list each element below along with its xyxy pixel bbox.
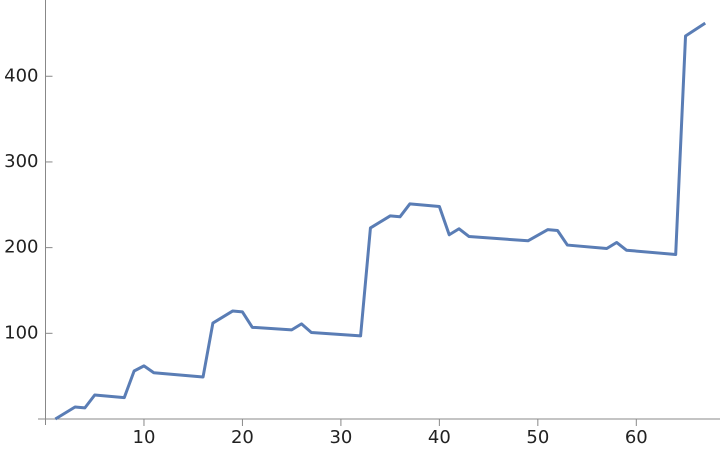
x-tick-label: 60 [625, 427, 648, 448]
x-tick-label: 20 [231, 427, 254, 448]
data-line [54, 21, 707, 421]
x-tick-label: 10 [133, 427, 156, 448]
x-tick-label: 50 [526, 427, 549, 448]
x-tick-label: 30 [329, 427, 352, 448]
y-tick-label: 300 [4, 151, 38, 172]
y-tick-label: 400 [4, 65, 38, 86]
y-tick-label: 200 [4, 237, 38, 258]
y-tick-label: 100 [4, 322, 38, 343]
x-tick-label: 40 [428, 427, 451, 448]
